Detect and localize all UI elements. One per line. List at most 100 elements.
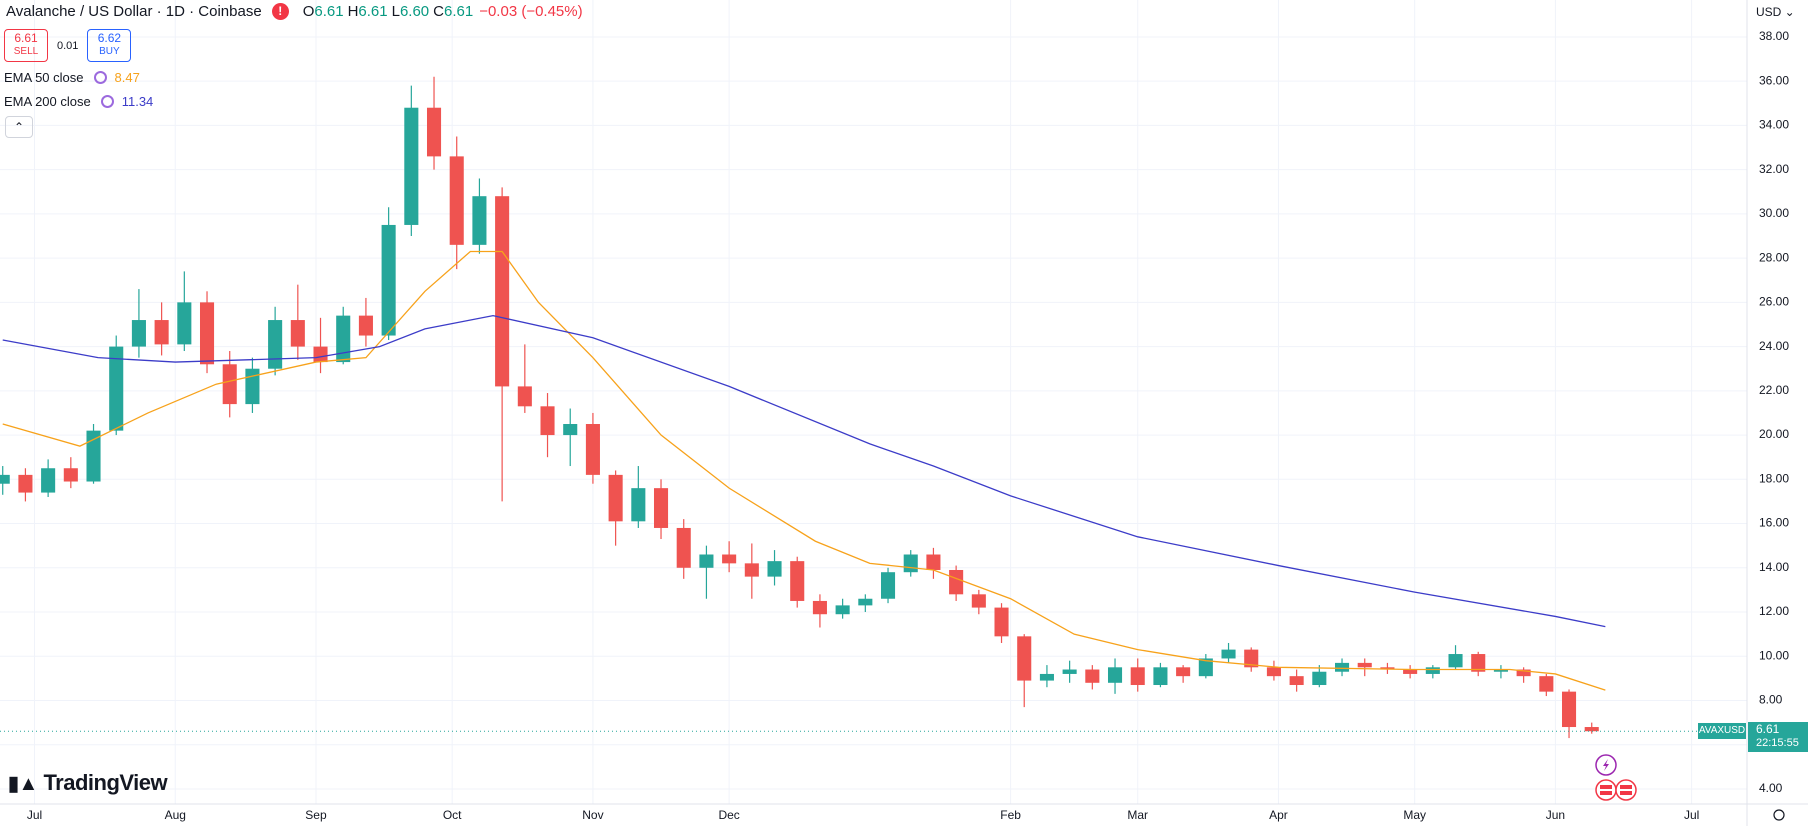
candle-body (767, 561, 782, 577)
event-flag-stripe (1620, 789, 1632, 791)
x-tick-label: Feb (1000, 808, 1021, 822)
candle-body (880, 572, 896, 599)
candle-body (404, 107, 419, 225)
candle-body (154, 320, 169, 345)
logo: ▮▲ TradingView (8, 770, 168, 795)
currency: USD (1756, 5, 1782, 19)
candle-body (336, 315, 351, 363)
ohlc-value: 6.61 (358, 3, 388, 20)
candle-body (268, 320, 283, 369)
ohlc-value: 6.61 (444, 3, 474, 20)
candle-body (381, 224, 396, 336)
candle-body (1493, 669, 1508, 672)
candle-body (1539, 676, 1554, 692)
candle-body (426, 107, 442, 157)
event-flag-stripe (1600, 789, 1612, 791)
y-tick-label: 10.00 (1759, 648, 1789, 662)
candle-body (1425, 667, 1440, 674)
indicator-name: EMA 50 close (4, 70, 84, 85)
y-tick-label: 38.00 (1759, 29, 1789, 43)
y-tick-label: 20.00 (1759, 427, 1789, 441)
candle-body (903, 554, 918, 573)
buy-label: BUY (99, 46, 120, 57)
candle-body (971, 594, 986, 608)
candle-body (222, 364, 237, 405)
candle-body (63, 468, 78, 482)
candle-body (1062, 669, 1077, 674)
indicator-value: 8.47 (114, 70, 140, 85)
collapse-button[interactable]: ⌃ (5, 116, 33, 138)
candle-body (313, 346, 328, 363)
x-tick-label: Dec (718, 808, 739, 822)
candle-body (744, 563, 759, 577)
logo-text: TradingView (43, 770, 168, 795)
indicator-legend[interactable]: EMA 50 close 8.47 (4, 70, 140, 85)
buy-price: 6.62 (97, 31, 122, 45)
x-tick-label: Jul (1684, 808, 1699, 822)
candle-body (653, 488, 669, 528)
candle-body (699, 554, 714, 568)
buy-button[interactable]: 6.62 BUY (87, 29, 132, 62)
symbol-tag: AVAXUSD (1698, 723, 1746, 740)
x-tick-label: May (1403, 808, 1426, 822)
y-tick-label: 8.00 (1759, 693, 1783, 707)
y-tick-label: 12.00 (1759, 604, 1789, 618)
candle-body (290, 320, 305, 347)
y-tick-label: 28.00 (1759, 250, 1789, 264)
candle-body (994, 607, 1009, 637)
candle-body (41, 468, 56, 493)
settings-icon (1773, 809, 1785, 821)
candle-body (1244, 649, 1259, 668)
currency-selector[interactable]: USD ⌄ (1756, 5, 1795, 19)
indicator-icon (100, 95, 114, 108)
x-tick-label: Sep (305, 808, 327, 822)
indicator-icon (93, 71, 107, 84)
ohlc-label: C (433, 3, 444, 20)
candle-body (631, 488, 646, 522)
y-tick-label: 32.00 (1759, 162, 1789, 176)
candle-body (926, 554, 941, 570)
x-tick-label: Oct (443, 808, 462, 822)
candle-body (1221, 649, 1236, 659)
candle-body (245, 368, 260, 405)
alert-icon[interactable]: ! (271, 3, 289, 20)
candle-body (1516, 669, 1531, 677)
y-tick-label: 22.00 (1759, 383, 1789, 397)
sell-button[interactable]: 6.61 SELL (4, 29, 48, 62)
y-tick-label: 24.00 (1759, 339, 1789, 353)
candle-body (449, 156, 464, 245)
candle-body (858, 598, 873, 606)
trade-buttons: 6.61 SELL 0.01 6.62 BUY (4, 29, 132, 62)
ohlc-value: 6.60 (399, 3, 430, 20)
ohlc-label: L (391, 3, 400, 20)
candle-body (517, 386, 532, 407)
candle-body (676, 527, 691, 568)
countdown: 22:15:55 (1756, 737, 1799, 750)
candle-body (1176, 667, 1191, 677)
candle-body (1085, 669, 1100, 683)
y-tick-label: 16.00 (1759, 516, 1789, 530)
candle-body (1357, 662, 1372, 668)
event-icon-bolt (1603, 759, 1609, 771)
ema-line (2, 314, 1606, 628)
candle-body (86, 430, 101, 482)
candle-body (1130, 667, 1145, 686)
candle-body (585, 424, 600, 475)
sell-label: SELL (13, 46, 39, 57)
spread: 0.01 (57, 39, 79, 52)
candle-body (949, 569, 964, 595)
price-change: −0.03 (−0.45%) (479, 3, 583, 20)
candle-body (1334, 662, 1350, 672)
candle-body (790, 561, 805, 601)
candle-body (1153, 667, 1168, 686)
candle-body (835, 605, 850, 615)
x-tick-label: Jul (27, 808, 42, 822)
y-tick-label: 34.00 (1759, 118, 1789, 132)
y-tick-label: 18.00 (1759, 471, 1789, 485)
indicator-legend[interactable]: EMA 200 close 11.34 (4, 94, 153, 109)
ohlc-value: 6.61 (314, 3, 344, 20)
symbol-name[interactable]: Avalanche / US Dollar · 1D · Coinbase (6, 3, 262, 20)
candle-body (1380, 667, 1395, 670)
candle-body (0, 474, 10, 484)
